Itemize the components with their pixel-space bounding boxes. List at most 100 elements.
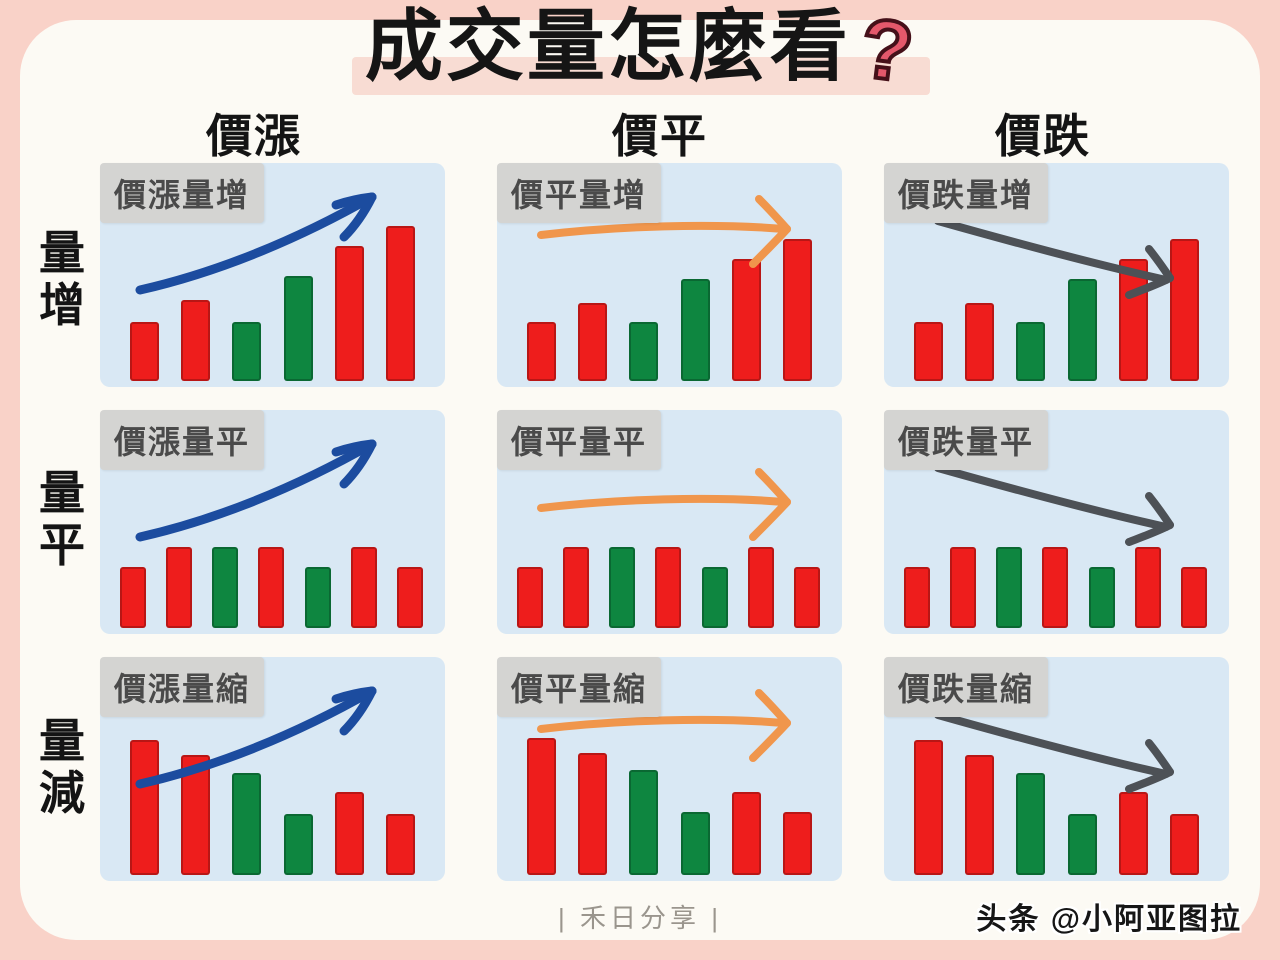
trend-arrow-down-icon (934, 711, 1174, 793)
trend-arrow-up-icon (135, 192, 377, 295)
volume-bar-red (731, 258, 761, 381)
volume-bar-red (914, 739, 943, 875)
column-header-price-down: 價跌 (995, 110, 1091, 162)
volume-bar-red (130, 739, 159, 875)
volume-bar-green (629, 322, 659, 381)
panel-label: 價漲量平 (100, 410, 264, 470)
volume-bar-red (578, 752, 608, 875)
panel-price-down-volume-increase: 價跌量增 (884, 163, 1229, 387)
volume-bar-red (166, 547, 193, 628)
volume-bar-red (1180, 566, 1207, 628)
volume-bars (914, 163, 1199, 381)
row-label-volume-shrink: 量減 (39, 715, 85, 819)
trend-arrow-down-icon (934, 464, 1174, 546)
volume-bars (120, 410, 423, 628)
volume-bars (914, 657, 1199, 875)
watermark-text: 头条 @小阿亚图拉 (976, 903, 1242, 936)
panel-price-flat-volume-flat: 價平量平 (497, 410, 842, 634)
panel-label: 價跌量平 (884, 410, 1048, 470)
volume-bar-red (1169, 239, 1199, 381)
volume-bar-red (527, 322, 556, 381)
panel-label: 價平量縮 (497, 657, 661, 717)
volume-bar-green (701, 566, 728, 628)
volume-bar-green (680, 278, 710, 381)
title-text: 成交量怎麼看 (364, 2, 851, 90)
volume-bar-red (385, 813, 415, 875)
trend-arrow-up-icon (135, 439, 377, 542)
volume-bar-red (396, 566, 423, 628)
volume-bar-green (1016, 772, 1046, 875)
panel-label: 價跌量增 (884, 163, 1048, 223)
volume-bar-red (385, 226, 415, 381)
volume-bar-red (782, 239, 812, 381)
volume-bar-red (904, 566, 930, 628)
panel-label: 價平量增 (497, 163, 661, 223)
volume-bar-red (1042, 547, 1069, 628)
volume-bar-green (996, 547, 1023, 628)
panel-label: 價漲量增 (100, 163, 264, 223)
volume-bar-green (680, 811, 710, 875)
volume-bar-green (283, 276, 313, 381)
volume-bars (527, 163, 812, 381)
panel-label: 價平量平 (497, 410, 661, 470)
volume-bars (130, 163, 415, 381)
panel-price-down-volume-shrink: 價跌量縮 (884, 657, 1229, 881)
volume-bar-red (782, 811, 812, 875)
trend-arrow-flat-icon (537, 468, 791, 541)
volume-bar-red (527, 737, 556, 875)
volume-bar-red (517, 566, 543, 628)
volume-bar-red (1169, 813, 1199, 875)
volume-bar-red (578, 302, 608, 381)
volume-bar-green (283, 813, 313, 875)
panel-price-flat-volume-increase: 價平量增 (497, 163, 842, 387)
volume-bar-red (334, 245, 364, 381)
share-credit-text: | 禾日分享 | (558, 903, 722, 933)
row-label-volume-increase: 量增 (39, 227, 85, 331)
trend-arrow-flat-icon (537, 195, 791, 268)
panel-label: 價跌量縮 (884, 657, 1048, 717)
volume-bars (904, 410, 1207, 628)
panel-price-down-volume-flat: 價跌量平 (884, 410, 1229, 634)
volume-bar-red (655, 547, 682, 628)
volume-bar-red (350, 547, 377, 628)
volume-bar-green (629, 770, 659, 875)
volume-bar-red (120, 566, 146, 628)
volume-bar-red (914, 322, 943, 381)
row-label-volume-flat: 量平 (39, 467, 85, 571)
trend-arrow-down-icon (934, 217, 1174, 299)
trend-arrow-flat-icon (537, 689, 791, 762)
volume-bars (517, 410, 820, 628)
volume-bar-red (181, 755, 211, 875)
volume-bar-red (1118, 258, 1148, 381)
question-mark: ? (853, 0, 922, 102)
column-header-price-up: 價漲 (206, 110, 302, 162)
volume-bar-red (181, 300, 211, 381)
page-title: 成交量怎麼看? (0, 0, 1280, 102)
volume-bar-red (793, 566, 820, 628)
volume-bar-red (1134, 547, 1161, 628)
volume-bar-red (334, 792, 364, 875)
volume-bar-red (1118, 792, 1148, 875)
panel-price-up-volume-flat: 價漲量平 (100, 410, 445, 634)
volume-bar-green (609, 547, 636, 628)
panel-price-up-volume-increase: 價漲量增 (100, 163, 445, 387)
volume-bar-green (1088, 566, 1115, 628)
volume-bar-red (747, 547, 774, 628)
volume-bar-green (212, 547, 239, 628)
panel-price-up-volume-shrink: 價漲量縮 (100, 657, 445, 881)
volume-bar-green (232, 322, 262, 381)
title-highlight-band (352, 57, 930, 95)
panel-label: 價漲量縮 (100, 657, 264, 717)
volume-bar-red (965, 302, 995, 381)
column-header-price-flat: 價平 (612, 110, 708, 162)
volume-bars (527, 657, 812, 875)
volume-bar-red (950, 547, 977, 628)
volume-bar-red (731, 792, 761, 875)
volume-bar-red (563, 547, 590, 628)
volume-bar-green (1067, 278, 1097, 381)
volume-bar-red (258, 547, 285, 628)
volume-bar-green (232, 772, 262, 875)
volume-bar-green (1016, 322, 1046, 381)
volume-bars (130, 657, 415, 875)
